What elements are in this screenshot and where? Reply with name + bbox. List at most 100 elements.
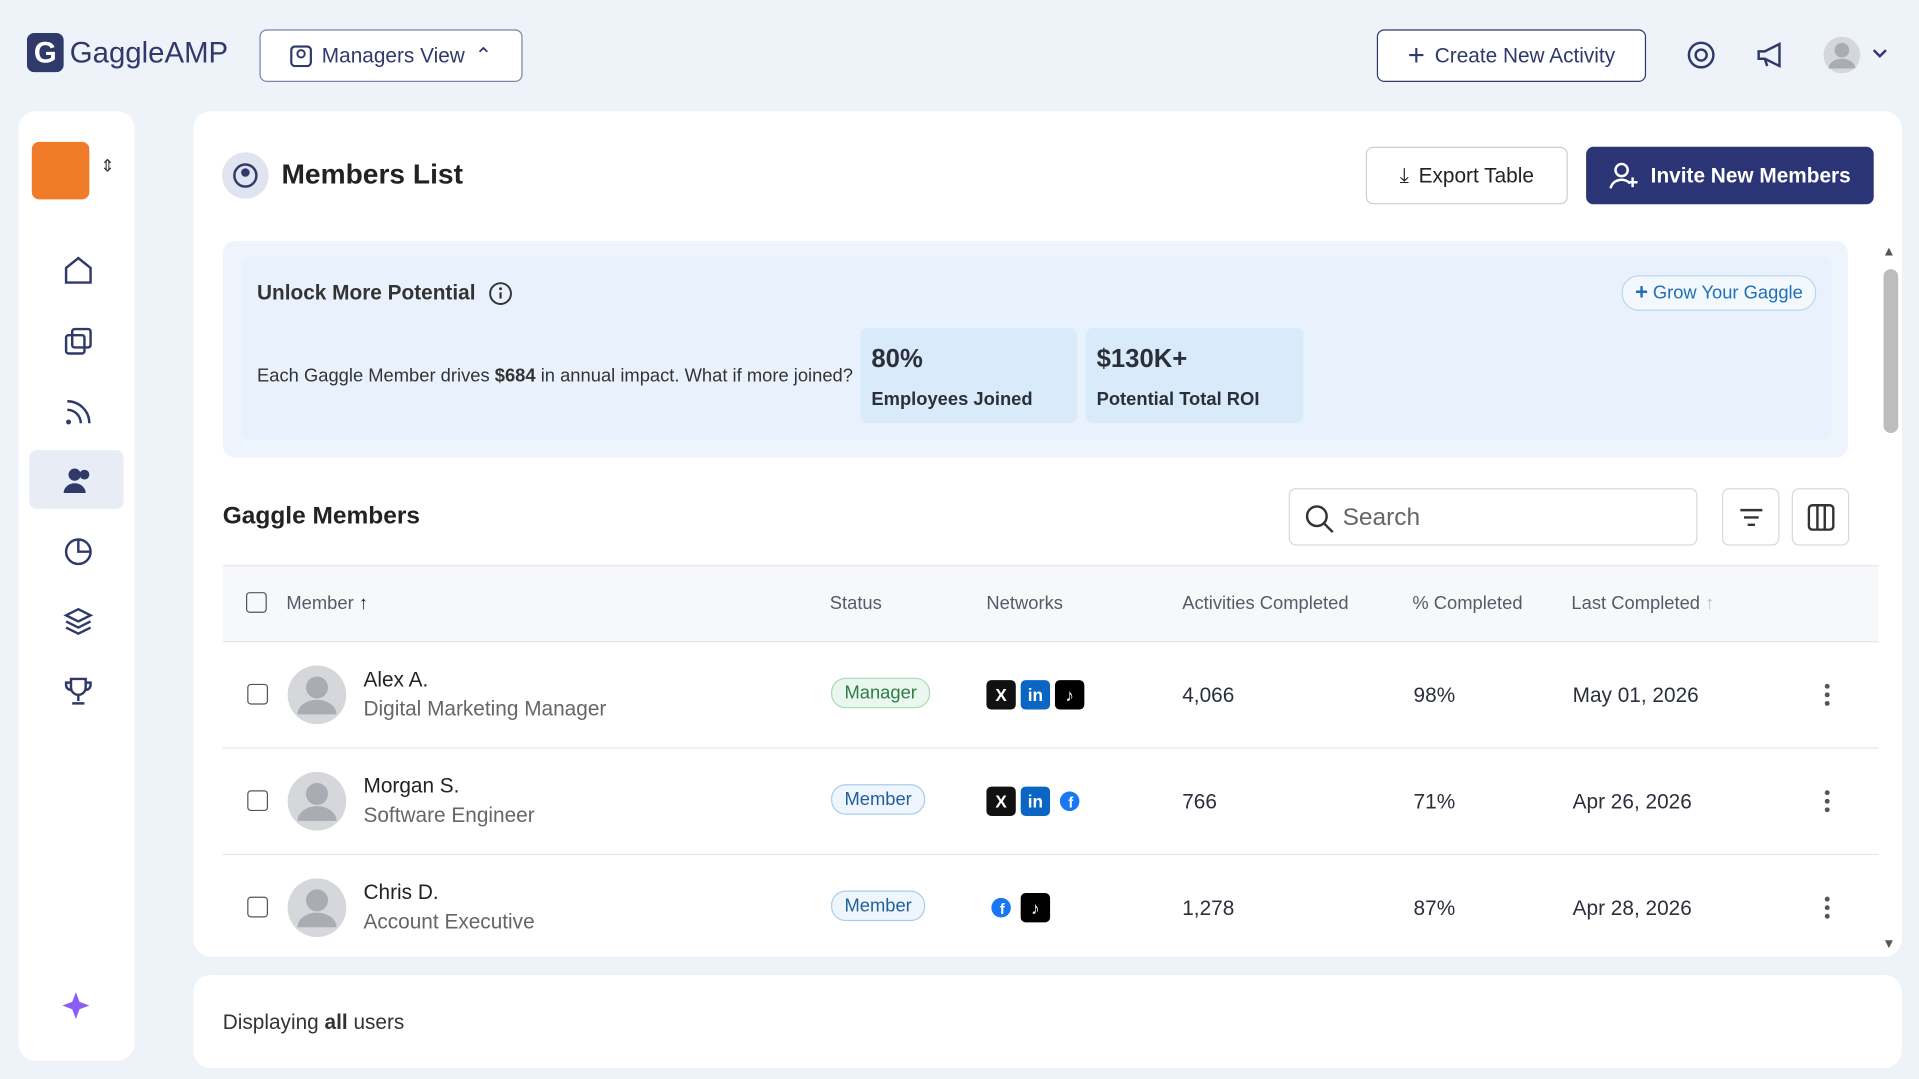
last-completed: Apr 26, 2026 [1572,790,1692,814]
network-icons: f ♪ [986,893,1051,923]
member-name[interactable]: Chris D. [363,880,439,905]
column-header[interactable]: % Completed [1412,593,1523,615]
avatar [287,771,347,831]
avatar [287,665,347,725]
invite-button[interactable]: Invite New Members [1586,146,1874,205]
banner-text-end: in annual impact. What if more joined? [540,365,853,387]
info-icon[interactable] [488,281,512,305]
avatar [287,878,347,938]
row-menu[interactable] [1822,683,1832,707]
members-list-icon [222,152,269,199]
nav-members[interactable] [62,465,94,497]
row-checkbox[interactable] [247,683,269,705]
footer-text-start: Displaying [222,1010,319,1034]
stat-value: $130K+ [1096,344,1188,374]
logo-icon: G [26,33,64,73]
view-switch[interactable]: Managers View ⌃ [259,29,523,82]
nav-home[interactable] [62,254,94,286]
export-label: Export Table [1418,163,1534,187]
nav-activities[interactable] [62,325,94,357]
banner-text: Each Gaggle Member drives $684 in annual… [257,366,853,387]
org-avatar[interactable] [31,141,90,200]
svg-text:G: G [34,36,57,69]
banner-title: Unlock More Potential [257,281,476,305]
invite-label: Invite New Members [1650,163,1851,187]
row-menu[interactable] [1822,789,1832,813]
status-badge: Member [830,784,926,815]
activities-completed: 4,066 [1182,683,1235,708]
stat-label: Potential Total ROI [1096,389,1260,410]
last-completed: May 01, 2026 [1572,683,1699,708]
help-icon[interactable] [1686,40,1715,69]
percent-completed: 87% [1413,896,1456,920]
banner-text-start: Each Gaggle Member drives [257,365,490,387]
filter-button[interactable] [1721,488,1780,546]
member-role: Software Engineer [363,803,535,827]
column-header[interactable]: Status [829,593,882,615]
column-header[interactable]: Member ↑ [286,593,368,615]
footer-card: Displaying all users [193,974,1902,1068]
activities-completed: 766 [1182,790,1217,814]
grow-button[interactable]: + Grow Your Gaggle [1621,275,1817,311]
column-header[interactable]: Last Completed ↑ [1571,593,1715,615]
stat-value: 80% [871,344,923,374]
search-box[interactable]: Search [1288,488,1698,546]
stat-box: $130K+ Potential Total ROI [1085,327,1304,424]
search-placeholder: Search [1342,503,1421,531]
banner-text-amount: $684 [494,365,536,387]
announcements-icon[interactable] [1755,40,1789,69]
column-label: Member [286,593,354,615]
ai-sparkle[interactable] [60,990,92,1022]
status-badge: Manager [830,677,931,709]
column-label: Last Completed [1571,593,1701,615]
svg-text:f: f [1000,902,1005,918]
table-header [222,565,1879,643]
row-checkbox[interactable] [247,896,269,918]
user-menu[interactable] [1823,36,1893,74]
footer-text: Displaying all users [223,1010,405,1034]
sidebar: ⇕ [18,111,135,1061]
member-name[interactable]: Morgan S. [363,774,460,798]
row-menu[interactable] [1822,895,1832,919]
export-button[interactable]: ⤓ Export Table [1365,146,1568,205]
nav-reports[interactable] [62,536,94,568]
percent-completed: 71% [1413,790,1456,814]
columns-button[interactable] [1791,488,1850,546]
member-name[interactable]: Alex A. [363,667,429,692]
nav-trophy[interactable] [62,675,94,707]
footer-text-bold: all [324,1010,348,1034]
view-switch-label: Managers View [321,43,465,67]
scroll-up[interactable]: ▲ [1882,244,1896,260]
percent-completed: 98% [1413,683,1456,708]
stat-label: Employees Joined [871,389,1033,410]
grow-label: Grow Your Gaggle [1652,282,1803,304]
row-divider [222,853,1879,856]
nav-layers[interactable] [62,606,94,638]
scroll-down[interactable]: ▼ [1882,937,1896,952]
footer-text-end: users [353,1010,405,1034]
row-divider [222,747,1879,749]
svg-text:f: f [1068,795,1073,811]
logo: GaggleAMP [69,36,229,70]
row-checkbox[interactable] [247,790,269,812]
column-header[interactable]: Networks [986,593,1063,615]
org-switch[interactable]: ⇕ [100,155,115,175]
status-badge: Member [830,890,926,922]
scrollbar-thumb[interactable] [1883,269,1899,434]
create-activity-label: Create New Activity [1434,43,1616,67]
stat-box: 80% Employees Joined [860,327,1077,424]
activities-completed: 1,278 [1182,896,1235,920]
nav-feed[interactable] [62,396,94,428]
select-all-checkbox[interactable] [245,592,267,613]
last-completed: Apr 28, 2026 [1572,896,1692,920]
create-activity-button[interactable]: + Create New Activity [1376,29,1647,82]
column-header[interactable]: Activities Completed [1182,593,1349,615]
member-role: Digital Marketing Manager [363,697,607,721]
member-role: Account Executive [363,910,535,934]
page-title: Members List [281,157,463,190]
